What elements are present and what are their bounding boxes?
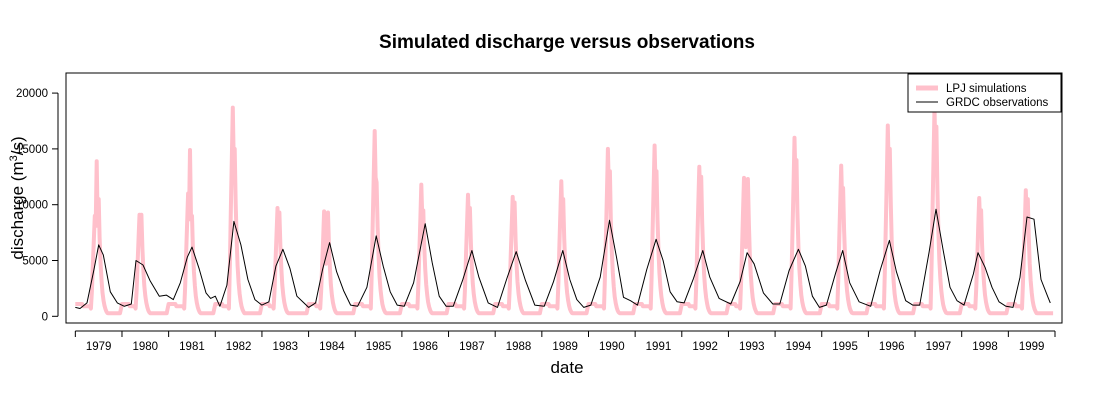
x-tick-label: 1988 [506,341,532,353]
y-tick-label: 15000 [16,144,48,156]
x-tick-label: 1983 [272,341,298,353]
legend-observations-label: GRDC observations [946,97,1049,109]
x-tick-label: 1981 [179,341,205,353]
x-tick-label: 1979 [86,341,112,353]
y-tick-label: 20000 [16,88,48,100]
y-axis-label-main: discharge (m [8,161,27,259]
legend: LPJ simulations GRDC observations [907,73,1062,113]
y-axis-label-text: discharge (m3/s) [8,136,27,259]
legend-simulations-label: LPJ simulations [946,83,1027,95]
y-tick-label: 5000 [22,256,48,268]
chart-title: Simulated discharge versus observations [379,32,755,53]
observation-series [75,208,1051,309]
x-axis-label: date [550,358,583,377]
x-tick-label: 1992 [692,341,718,353]
series-line-observations [75,208,1051,309]
y-axis-label-superscript: 3 [8,155,20,161]
x-axis: 1979 1980 1981 1982 1983 1984 1985 1986 1987 1988… [74,330,1056,353]
x-tick-label: 1996 [879,341,905,353]
y-axis-label: discharge (m3/s) [8,136,27,259]
x-tick-label: 1993 [739,341,765,353]
simulation-series [74,105,1055,316]
x-tick-label: 1987 [459,341,485,353]
x-tick-label: 1984 [319,341,345,353]
x-tick-label: 1985 [366,341,392,353]
x-tick-label: 1991 [646,341,672,353]
y-axis-label-tail: /s) [8,136,27,155]
x-tick-label: 1999 [1019,341,1045,353]
x-tick-label: 1998 [972,341,998,353]
plot-frame [65,72,1063,324]
x-tick-label: 1982 [226,341,252,353]
y-axis: 0 5000 10000 15000 20000 [16,88,59,323]
series-line-simulations [74,105,1055,316]
x-tick-label: 1997 [926,341,952,353]
x-tick-label: 1995 [832,341,858,353]
y-tick-label: 10000 [16,200,48,212]
legend-box [907,73,1062,113]
x-tick-label: 1994 [786,341,812,353]
plot-area [65,72,1063,324]
y-tick-label: 0 [42,311,48,323]
x-tick-label: 1980 [133,341,159,353]
x-tick-label: 1986 [412,341,438,353]
x-tick-label: 1990 [599,341,625,353]
x-tick-label: 1989 [552,341,578,353]
